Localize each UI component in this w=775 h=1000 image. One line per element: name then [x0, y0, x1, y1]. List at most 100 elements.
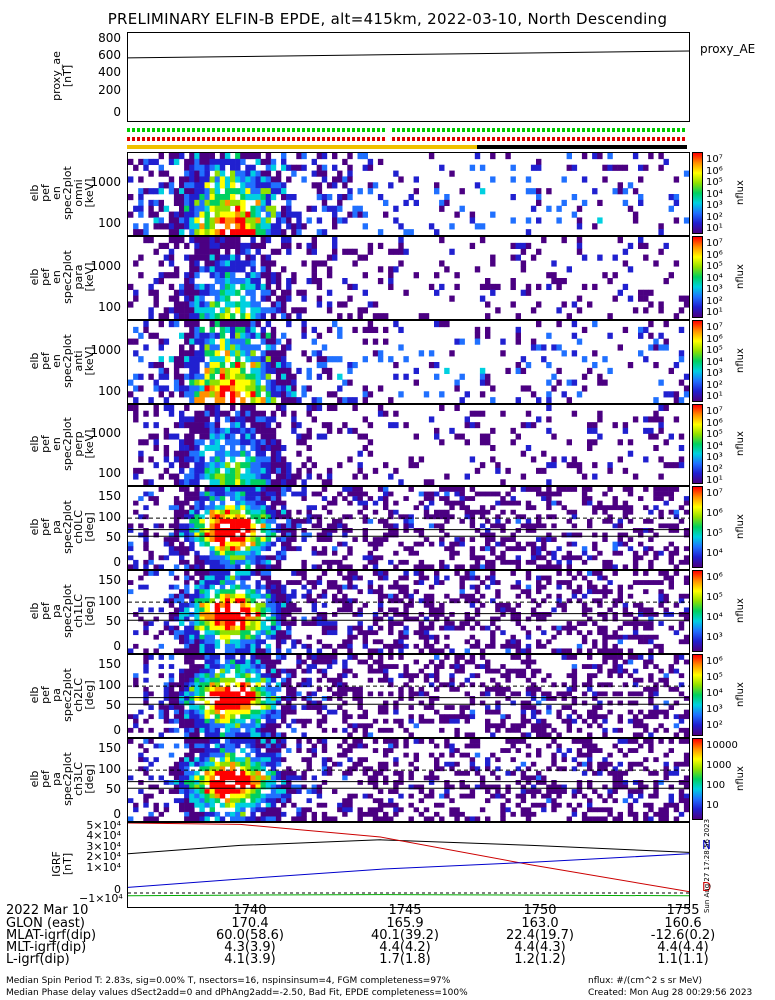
- heatmap-cell: [383, 705, 389, 710]
- heatmap-cell: [347, 686, 353, 692]
- heatmap-cell: [587, 664, 593, 669]
- heatmap-cell: [622, 500, 629, 506]
- heatmap-cell: [255, 479, 261, 485]
- heatmap-cell: [408, 546, 414, 552]
- heatmap-cell: [275, 602, 282, 608]
- heatmap-cell: [270, 700, 277, 706]
- heatmap-cell: [602, 164, 608, 171]
- heatmap-cell: [357, 211, 363, 218]
- heatmap-cell: [520, 385, 527, 392]
- heatmap-cell: [235, 571, 241, 576]
- heatmap-cell: [566, 727, 572, 733]
- heatmap-cell: [265, 307, 272, 314]
- heatmap-cell: [444, 514, 450, 520]
- heatmap-cell: [612, 295, 618, 302]
- heatmap-cell: [235, 509, 241, 515]
- heatmap-cell: [576, 532, 583, 538]
- heatmap-cell: [673, 194, 680, 201]
- heatmap-cell: [240, 266, 246, 273]
- heatmap-cell: [510, 278, 516, 285]
- heatmap-cell: [230, 367, 236, 375]
- heatmap-cell: [352, 487, 358, 492]
- heatmap-cell: [571, 682, 578, 688]
- heatmap-cell: [286, 217, 292, 224]
- heatmap-cell: [311, 621, 317, 626]
- heatmap-cell: [668, 575, 674, 581]
- heatmap-cell: [189, 655, 195, 660]
- heatmap-cell: [332, 659, 338, 665]
- heatmap-cell: [214, 616, 221, 622]
- heatmap-cell: [301, 385, 307, 392]
- heatmap-cell: [648, 427, 654, 434]
- heatmap-cell: [423, 705, 430, 710]
- heatmap-cell: [495, 723, 501, 729]
- heatmap-cell: [230, 691, 236, 697]
- heatmap-cell: [607, 313, 613, 319]
- heatmap-cell: [627, 612, 634, 617]
- heatmap-cell: [678, 673, 685, 679]
- heatmap-cell: [352, 598, 358, 604]
- heatmap-cell: [383, 523, 389, 529]
- heatmap-cell: [184, 528, 190, 533]
- heatmap-cell: [245, 593, 251, 599]
- heatmap-cell: [133, 405, 139, 412]
- heatmap-cell: [658, 648, 664, 653]
- heatmap-cell: [275, 723, 282, 729]
- heatmap-cell: [189, 295, 195, 302]
- heatmap-cell: [275, 559, 282, 565]
- heatmap-cell: [683, 714, 689, 720]
- heatmap-cell: [597, 700, 603, 706]
- heatmap-cell: [286, 338, 292, 345]
- heatmap-cell: [209, 385, 215, 392]
- heatmap-cell: [311, 205, 317, 212]
- heatmap-cell: [209, 528, 215, 533]
- heatmap-cell: [270, 301, 277, 308]
- heatmap-cell: [189, 272, 195, 279]
- heatmap-cell: [576, 391, 583, 398]
- heatmap-cell: [291, 616, 297, 622]
- heatmap-cell: [306, 505, 312, 511]
- heatmap-cell: [250, 301, 256, 308]
- heatmap-cell: [597, 589, 603, 595]
- heatmap-cell: [479, 625, 486, 631]
- heatmap-cell: [291, 272, 297, 279]
- heatmap-cell: [648, 416, 654, 423]
- heatmap-cell: [250, 696, 256, 701]
- heatmap-cell: [168, 283, 175, 291]
- heatmap-cell: [490, 537, 496, 542]
- heatmap-cell: [530, 559, 537, 565]
- heatmap-cell: [204, 194, 210, 201]
- heatmap-cell: [663, 575, 669, 581]
- heatmap-cell: [459, 491, 465, 497]
- spec_anti-plot: [127, 320, 690, 404]
- heatmap-cell: [189, 278, 195, 285]
- heatmap-cell: [367, 723, 374, 729]
- heatmap-cell: [352, 496, 358, 501]
- heatmap-cell: [260, 223, 266, 230]
- heatmap-cell: [214, 505, 221, 511]
- heatmap-cell: [342, 523, 348, 529]
- heatmap-cell: [546, 514, 552, 520]
- heatmap-cell: [235, 153, 241, 160]
- heatmap-cell: [403, 373, 409, 380]
- heatmap-cell: [179, 612, 185, 617]
- heatmap-cell: [673, 528, 680, 533]
- heatmap-cell: [602, 584, 608, 590]
- heatmap-cell: [296, 229, 302, 235]
- heatmap-cell: [510, 634, 516, 640]
- heatmap-cell: [449, 487, 455, 492]
- heatmap-cell: [219, 571, 226, 576]
- heatmap-cell: [189, 514, 195, 520]
- heatmap-cell: [168, 696, 175, 701]
- heatmap-cell: [479, 223, 486, 230]
- heatmap-cell: [321, 593, 328, 599]
- heatmap-cell: [270, 664, 277, 669]
- heatmap-cell: [240, 518, 246, 524]
- heatmap-cell: [316, 433, 323, 440]
- heatmap-cell: [602, 634, 608, 640]
- heatmap-cell: [403, 612, 409, 617]
- heatmap-cell: [214, 182, 221, 189]
- heatmap-cell: [250, 491, 256, 497]
- heatmap-cell: [541, 598, 547, 604]
- heatmap-cell: [250, 509, 256, 515]
